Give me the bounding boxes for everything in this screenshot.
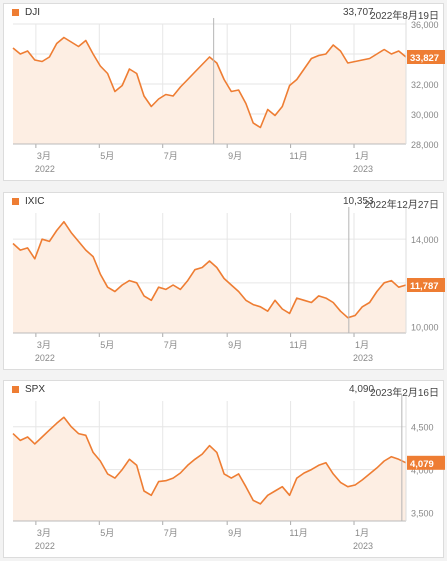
x-tick-label: 9月 [228,528,242,538]
y-tick-label: 4,000 [411,466,434,476]
symbol-label-dji: DJI [12,7,40,18]
chart-panel-spx[interactable]: 4,500 4,000 3,500 3月 2022 5月 7月 9月 11月 1月 2023 4,07… [3,380,445,559]
last-value-text: 4,079 [410,459,434,470]
series-swatch-dji [12,9,19,16]
x-tick-year: 2022 [35,353,55,363]
y-tick-label: 28,000 [411,140,439,150]
x-tick-label: 9月 [228,151,242,161]
x-tick-label: 7月 [164,528,178,538]
series-swatch-spx [12,386,19,393]
x-tick-label: 3月 [37,528,51,538]
y-tick-label: 36,000 [411,20,439,30]
symbol-text-ixic: IXIC [25,196,45,207]
symbol-text-dji: DJI [25,7,40,18]
x-tick-label: 3月 [37,151,51,161]
x-tick-label: 1月 [355,151,369,161]
chart-svg-spx[interactable]: 4,500 4,000 3,500 3月 2022 5月 7月 9月 11月 1月 2023 4,07… [4,381,445,559]
last-value-text: 11,787 [410,281,439,292]
chart-panel-dji[interactable]: 36,00034,00032,00030,00028,0003月20225月7月… [3,3,445,182]
last-value-tag [407,50,445,64]
y-tick-label: 14,000 [411,235,439,245]
x-tick-label: 5月 [100,528,114,538]
y-tick-label: 3,500 [411,508,434,518]
x-tick-label: 5月 [100,340,114,350]
x-tick-label: 7月 [164,340,178,350]
x-tick-label: 1月 [355,340,369,350]
x-tick-year: 2022 [35,164,55,174]
x-tick-label: 3月 [37,340,51,350]
series-line-ixic [12,220,407,319]
series-line-spx [12,416,407,505]
series-swatch-ixic [12,198,19,205]
area-fill-ixic [13,221,406,333]
area-fill-spx [13,417,406,521]
x-tick-year: 2022 [35,541,55,551]
x-tick-label: 11月 [289,151,307,161]
x-tick-year: 2023 [353,353,373,363]
x-tick-label: 9月 [228,340,242,350]
hover-value-ixic: 10,353 [343,196,374,207]
y-tick-label: 32,000 [411,80,439,90]
y-tick-label: 30,000 [411,110,439,120]
chart-svg-ixic[interactable]: 14,00012,00010,0003月20225月7月9月11月1月20231… [4,193,445,371]
chart-svg-dji[interactable]: 36,00034,00032,00030,00028,0003月20225月7月… [4,4,445,182]
hover-date-spx: 2023年2月16日 [370,388,439,399]
area-fill-dji [13,37,406,144]
hover-date-ixic: 2022年12月27日 [364,200,440,211]
symbol-label-ixic: IXIC [12,196,44,207]
series-line-dji [12,36,407,129]
hover-value-dji: 33,707 [343,7,374,18]
hover-value-spx: 4,090 [349,384,375,395]
last-value-tag [407,278,445,292]
x-tick-year: 2023 [353,164,373,174]
symbol-text-spx: SPX [25,384,46,395]
y-tick-label: 10,000 [411,322,439,332]
hover-date-dji: 2022年8月19日 [370,11,439,22]
last-value-text: 33,827 [410,53,439,64]
x-tick-year: 2023 [353,541,373,551]
symbol-label-spx: SPX [12,384,45,395]
last-value-tag [407,455,445,470]
x-tick-label: 11月 [289,340,307,350]
x-tick-label: 1月 [355,528,369,538]
x-tick-label: 11月 [289,528,307,538]
y-tick-label: 4,500 [411,423,434,433]
x-tick-label: 7月 [164,151,178,161]
x-tick-label: 5月 [100,151,114,161]
chart-panel-ixic[interactable]: 14,00012,00010,0003月20225月7月9月11月1月20231… [3,192,445,371]
